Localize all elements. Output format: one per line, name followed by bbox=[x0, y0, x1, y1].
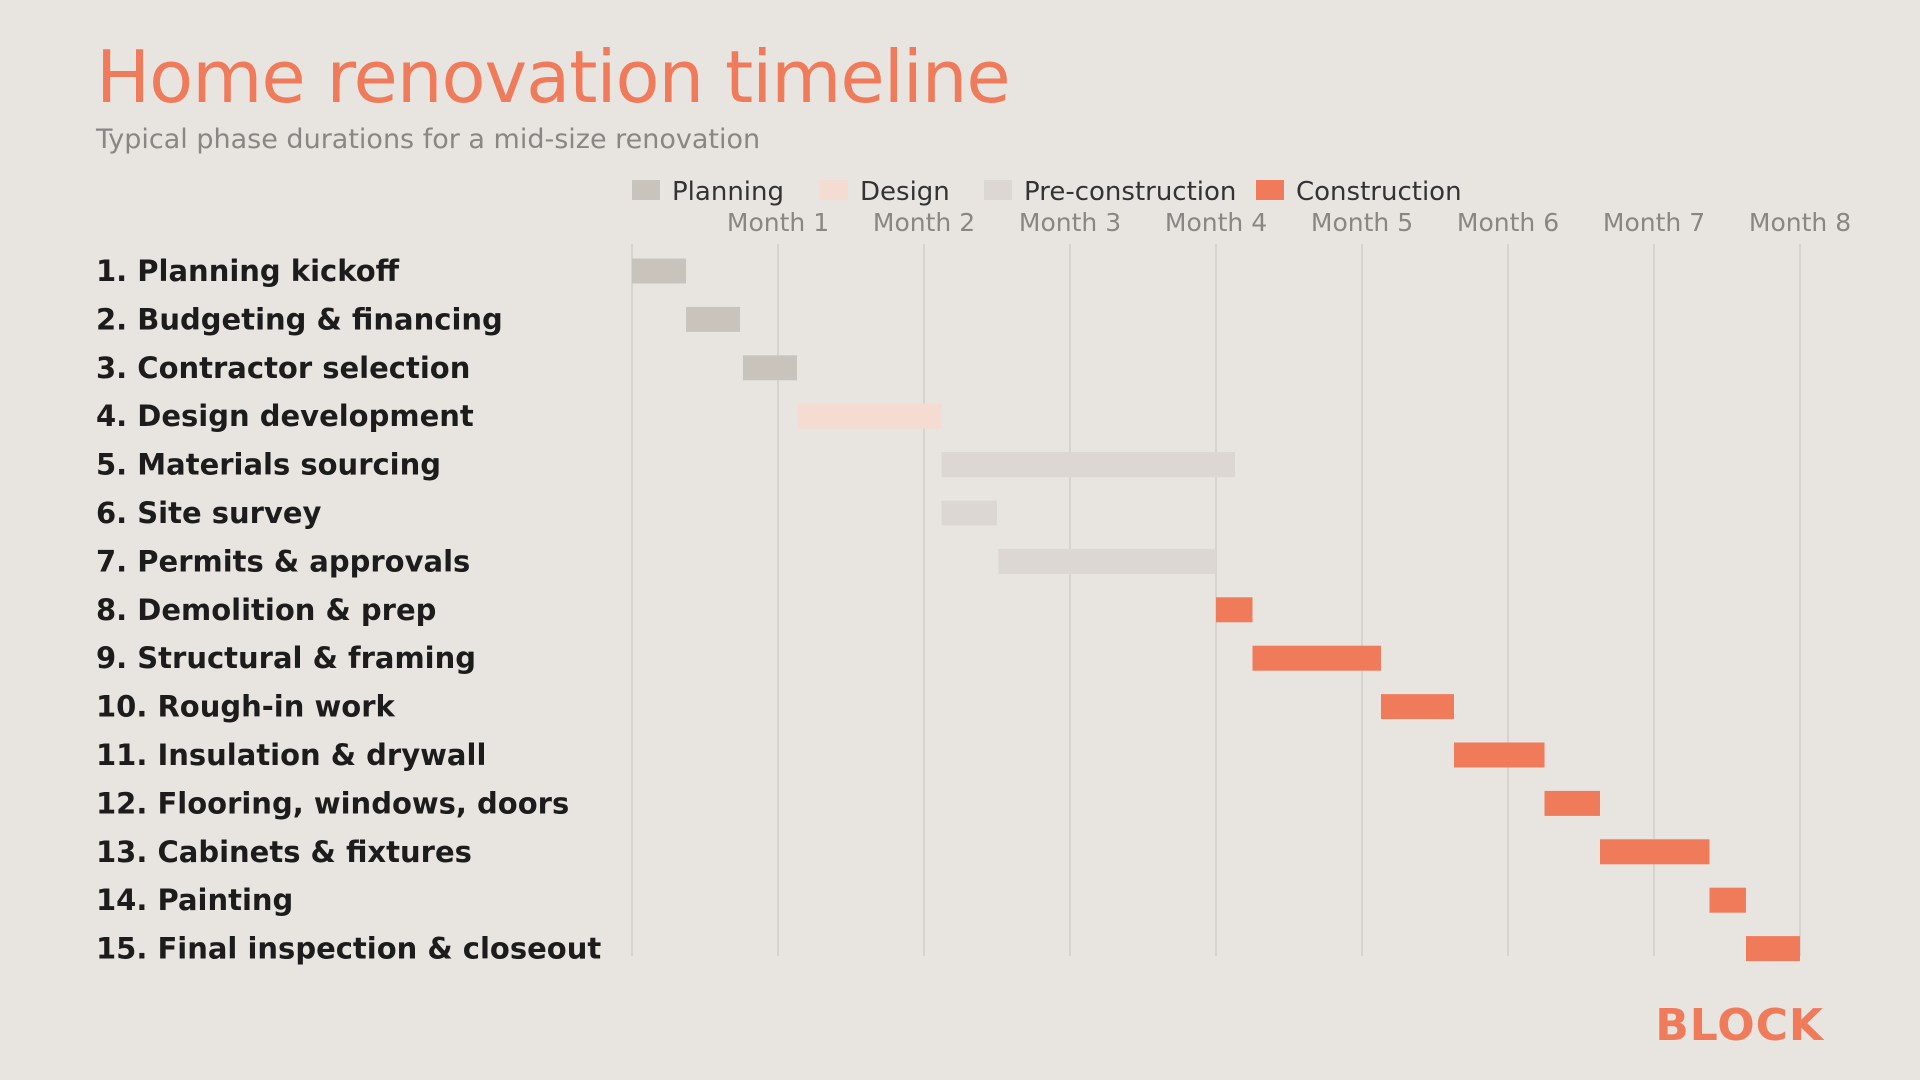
x-tick-label: Month 1 bbox=[727, 208, 829, 237]
x-tick-label: Month 8 bbox=[1749, 208, 1851, 237]
task-bar bbox=[1544, 790, 1600, 816]
task-label: 14. Painting bbox=[96, 883, 293, 917]
legend-swatch-construction bbox=[1256, 180, 1284, 200]
x-tick-label: Month 7 bbox=[1603, 208, 1705, 237]
task-bar bbox=[1599, 839, 1710, 865]
task-label: 9. Structural & framing bbox=[96, 641, 476, 675]
legend-swatch-design bbox=[820, 180, 848, 200]
task-label: 12. Flooring, windows, doors bbox=[96, 786, 569, 820]
x-tick-label: Month 5 bbox=[1311, 208, 1413, 237]
legend-label: Planning bbox=[672, 177, 784, 207]
task-label: 5. Materials sourcing bbox=[96, 448, 441, 482]
task-label: 10. Rough-in work bbox=[96, 690, 396, 724]
task-bar bbox=[1745, 936, 1800, 962]
task-bar bbox=[742, 355, 797, 381]
task-label: 6. Site survey bbox=[96, 496, 322, 530]
legend-label: Pre-construction bbox=[1024, 177, 1236, 207]
task-bar bbox=[796, 403, 942, 429]
task-bar bbox=[998, 548, 1216, 574]
gridlines bbox=[631, 244, 1801, 956]
task-bar bbox=[1709, 887, 1746, 913]
task-label: 3. Contractor selection bbox=[96, 351, 470, 385]
chart-title: Home renovation timeline bbox=[96, 35, 1011, 119]
task-label: 15. Final inspection & closeout bbox=[96, 932, 601, 966]
x-tick-label: Month 3 bbox=[1019, 208, 1121, 237]
brand-logo: BLOCK bbox=[1655, 1000, 1824, 1051]
task-bar bbox=[1380, 694, 1454, 720]
task-bar bbox=[686, 306, 741, 332]
x-tick-label: Month 6 bbox=[1457, 208, 1559, 237]
chart-subtitle: Typical phase durations for a mid-size r… bbox=[96, 124, 761, 155]
legend-swatch-pre-construction bbox=[984, 180, 1012, 200]
legend-label: Construction bbox=[1296, 177, 1462, 207]
task-bar bbox=[1216, 597, 1253, 623]
task-bar bbox=[1252, 645, 1381, 671]
task-bar bbox=[941, 500, 997, 526]
legend-swatch-planning bbox=[632, 180, 660, 200]
task-label: 7. Permits & approvals bbox=[96, 544, 470, 578]
task-label: 13. Cabinets & fixtures bbox=[96, 835, 472, 869]
task-bar bbox=[941, 452, 1235, 478]
legend-label: Design bbox=[860, 177, 950, 207]
x-tick-label: Month 4 bbox=[1165, 208, 1267, 237]
task-label: 2. Budgeting & financing bbox=[96, 302, 503, 336]
task-bar bbox=[1453, 742, 1545, 768]
task-label: 8. Demolition & prep bbox=[96, 593, 436, 627]
task-label: 1. Planning kickoff bbox=[96, 254, 400, 288]
x-tick-label: Month 2 bbox=[873, 208, 975, 237]
task-label: 4. Design development bbox=[96, 399, 474, 433]
task-bar bbox=[632, 258, 687, 284]
task-label: 11. Insulation & drywall bbox=[96, 738, 486, 772]
